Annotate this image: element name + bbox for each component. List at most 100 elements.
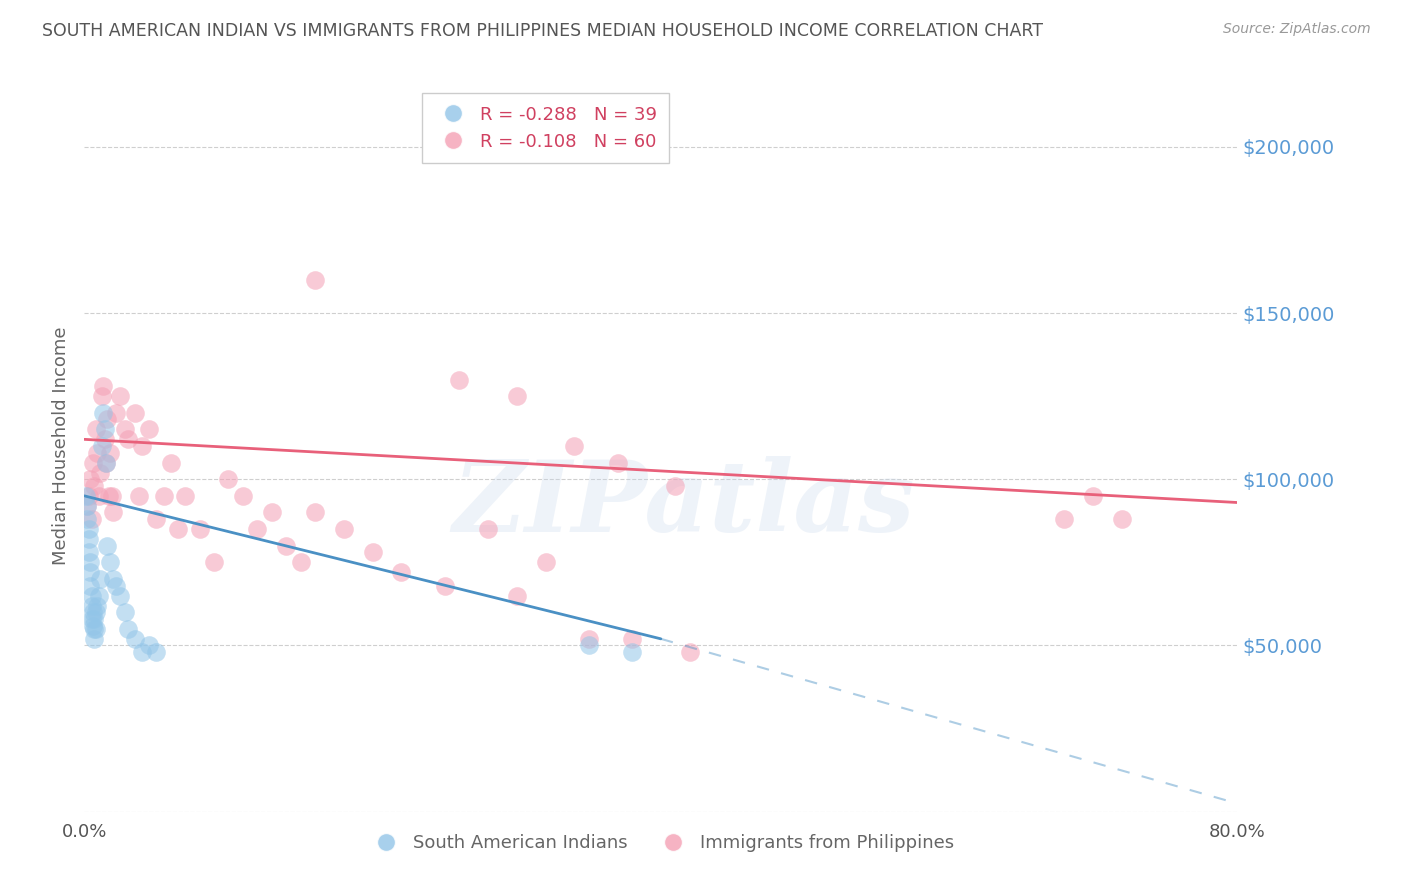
Point [103, 572, 124, 586]
Point [84, 622, 107, 636]
Point [110, 389, 132, 403]
Point [506, 589, 529, 603]
Point [90, 389, 112, 403]
Text: Source: ZipAtlas.com: Source: ZipAtlas.com [1223, 22, 1371, 37]
Point [84, 422, 107, 436]
Point [152, 489, 174, 503]
Point [79, 472, 101, 486]
Point [82, 456, 104, 470]
Point [167, 522, 190, 536]
Point [79, 579, 101, 593]
Point [578, 632, 600, 646]
Point [93, 422, 115, 436]
Point [83, 622, 105, 636]
Point [89, 466, 111, 480]
Point [174, 489, 197, 503]
Point [76, 499, 98, 513]
Point [1053, 512, 1076, 526]
Point [124, 406, 146, 420]
Point [83, 632, 105, 646]
Point [76, 499, 98, 513]
Point [131, 645, 153, 659]
Point [98, 445, 121, 459]
Point [117, 433, 139, 447]
Point [94, 456, 117, 470]
Point [80, 512, 103, 526]
Point [621, 645, 644, 659]
Point [82, 618, 104, 632]
Point [246, 522, 269, 536]
Point [679, 645, 702, 659]
Point [100, 489, 122, 503]
Point [86, 445, 108, 459]
Point [304, 506, 326, 520]
Point [77, 522, 100, 536]
Point [84, 605, 107, 619]
Point [202, 555, 225, 569]
Point [80, 612, 103, 626]
Point [110, 589, 132, 603]
Point [606, 456, 628, 470]
Point [145, 512, 167, 526]
Point [449, 372, 471, 386]
Point [664, 479, 686, 493]
Point [77, 532, 100, 546]
Point [578, 639, 600, 653]
Point [76, 512, 98, 526]
Point [145, 645, 167, 659]
Point [391, 566, 413, 580]
Point [91, 406, 114, 420]
Point [80, 589, 103, 603]
Point [232, 489, 254, 503]
Point [160, 456, 183, 470]
Point [93, 433, 115, 447]
Point [83, 612, 105, 626]
Point [333, 522, 356, 536]
Point [98, 555, 121, 569]
Point [131, 439, 153, 453]
Point [94, 456, 117, 470]
Point [82, 605, 104, 619]
Point [75, 489, 97, 503]
Point [86, 599, 108, 613]
Text: ZIPatlas: ZIPatlas [453, 457, 915, 553]
Point [103, 506, 124, 520]
Point [506, 389, 529, 403]
Point [128, 489, 150, 503]
Point [138, 639, 160, 653]
Point [79, 555, 101, 569]
Point [290, 555, 312, 569]
Point [96, 412, 118, 426]
Text: SOUTH AMERICAN INDIAN VS IMMIGRANTS FROM PHILIPPINES MEDIAN HOUSEHOLD INCOME COR: SOUTH AMERICAN INDIAN VS IMMIGRANTS FROM… [42, 22, 1043, 40]
Point [114, 422, 136, 436]
Point [433, 579, 456, 593]
Point [260, 506, 283, 520]
Point [105, 579, 128, 593]
Point [276, 539, 298, 553]
Point [77, 489, 100, 503]
Point [114, 605, 136, 619]
Point [1083, 489, 1105, 503]
Point [77, 545, 100, 559]
Point [91, 379, 114, 393]
Point [138, 422, 160, 436]
Point [361, 545, 384, 559]
Point [80, 599, 103, 613]
Point [117, 622, 139, 636]
Point [304, 273, 326, 287]
Point [87, 589, 110, 603]
Point [188, 522, 211, 536]
Point [564, 439, 586, 453]
Point [621, 632, 644, 646]
Point [90, 439, 112, 453]
Point [124, 632, 146, 646]
Point [534, 555, 557, 569]
Point [477, 522, 499, 536]
Point [1111, 512, 1133, 526]
Point [87, 489, 110, 503]
Legend: South American Indians, Immigrants from Philippines: South American Indians, Immigrants from … [359, 825, 963, 861]
Point [97, 489, 120, 503]
Point [96, 539, 118, 553]
Point [79, 566, 101, 580]
Y-axis label: Median Household Income: Median Household Income [52, 326, 70, 566]
